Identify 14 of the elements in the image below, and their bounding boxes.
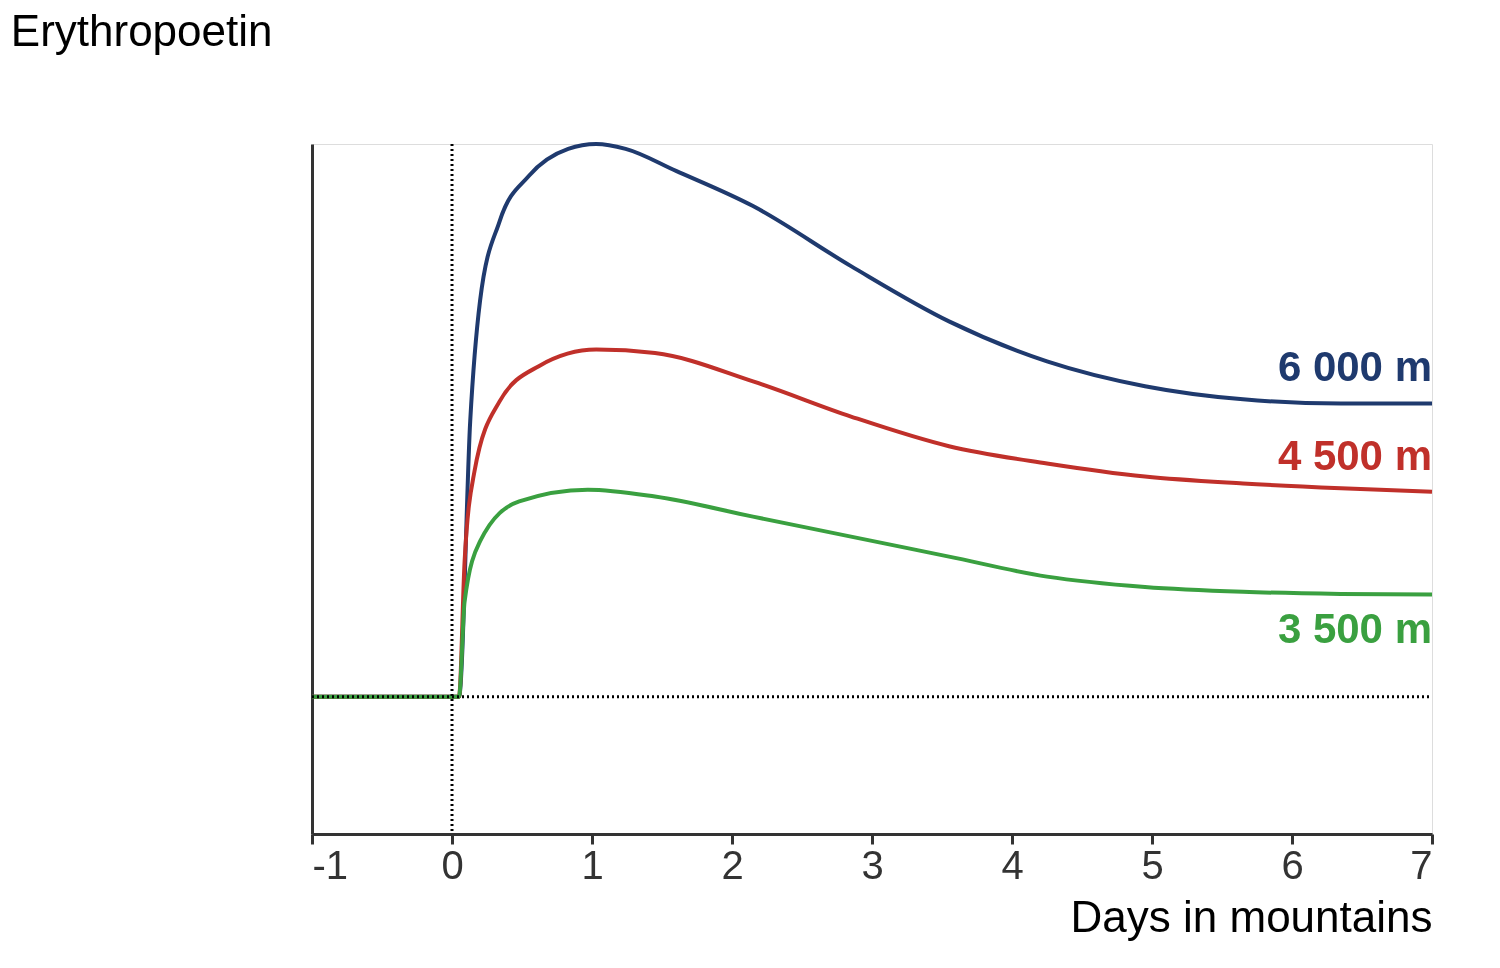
x-tick-label: 1 — [581, 842, 604, 887]
y-axis-title: Erythropoetin — [10, 5, 273, 55]
x-axis-title: Days in mountains — [1070, 891, 1433, 941]
x-tick-label: 6 — [1281, 842, 1304, 887]
x-tick-label: 0 — [441, 842, 464, 887]
x-tick-label: 3 — [861, 842, 884, 887]
x-tick-label: 4 — [1001, 842, 1024, 887]
x-tick-label: 2 — [721, 842, 744, 887]
series-label: 3 500 m — [1277, 604, 1432, 652]
x-tick-label: 7 — [1410, 842, 1433, 887]
x-tick-label: 5 — [1141, 842, 1164, 887]
series-label: 4 500 m — [1277, 431, 1432, 479]
x-tick-label: -1 — [312, 842, 349, 887]
series-label: 6 000 m — [1277, 343, 1432, 391]
